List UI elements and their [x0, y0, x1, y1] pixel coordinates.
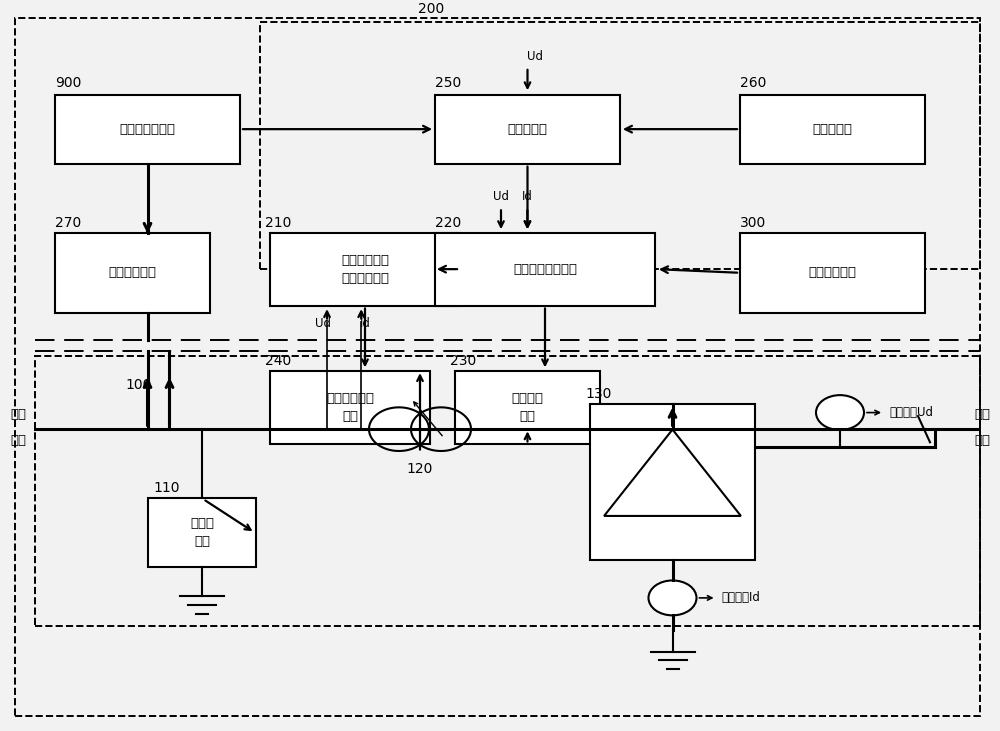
Text: Id: Id [360, 317, 371, 330]
Text: 极功率控制: 极功率控制 [508, 123, 548, 136]
Text: 220: 220 [435, 216, 461, 230]
Text: 230: 230 [450, 354, 476, 368]
Text: Id: Id [522, 190, 533, 203]
Text: 交流滤
波器: 交流滤 波器 [190, 518, 214, 548]
Text: 210: 210 [265, 216, 291, 230]
Text: 240: 240 [265, 354, 291, 368]
Text: 运行控制工作站: 运行控制工作站 [120, 123, 176, 136]
Text: 120: 120 [407, 462, 433, 476]
FancyBboxPatch shape [740, 232, 925, 313]
Text: 直流电流Id: 直流电流Id [722, 591, 760, 605]
Text: 换流器触发角控制: 换流器触发角控制 [513, 262, 577, 276]
FancyBboxPatch shape [435, 94, 620, 164]
Text: 线路: 线路 [10, 433, 26, 447]
FancyBboxPatch shape [148, 499, 256, 567]
Text: 300: 300 [740, 216, 766, 230]
Text: 直流系统保护: 直流系统保护 [808, 266, 856, 279]
Text: Ud: Ud [528, 50, 544, 63]
Text: 110: 110 [153, 482, 180, 496]
Text: 900: 900 [55, 76, 81, 91]
Circle shape [648, 580, 696, 616]
Text: 200: 200 [418, 2, 445, 16]
Text: 过负荷控制: 过负荷控制 [812, 123, 852, 136]
Text: 270: 270 [55, 216, 81, 230]
Text: 触发脉冲
产生: 触发脉冲 产生 [512, 392, 544, 423]
Text: 直流: 直流 [974, 408, 990, 421]
Text: 250: 250 [435, 76, 461, 91]
Text: 130: 130 [585, 387, 611, 401]
FancyBboxPatch shape [55, 232, 210, 313]
Text: Ud: Ud [315, 317, 331, 330]
FancyBboxPatch shape [270, 232, 460, 306]
FancyBboxPatch shape [55, 94, 240, 164]
Text: 换流变分接头
控制: 换流变分接头 控制 [326, 392, 374, 423]
Text: 线路: 线路 [974, 433, 990, 447]
Circle shape [816, 395, 864, 430]
Text: 无功功率控制: 无功功率控制 [108, 266, 156, 279]
Text: 角度、电流电
压基准值计算: 角度、电流电 压基准值计算 [341, 254, 389, 284]
Text: 直流电压Ud: 直流电压Ud [889, 406, 933, 419]
FancyBboxPatch shape [455, 371, 600, 444]
FancyBboxPatch shape [740, 94, 925, 164]
FancyBboxPatch shape [270, 371, 430, 444]
Text: 260: 260 [740, 76, 766, 91]
Text: Ud: Ud [493, 190, 509, 203]
FancyBboxPatch shape [435, 232, 655, 306]
Text: 100: 100 [125, 378, 151, 392]
Text: 交流: 交流 [10, 408, 26, 421]
FancyBboxPatch shape [590, 404, 755, 560]
